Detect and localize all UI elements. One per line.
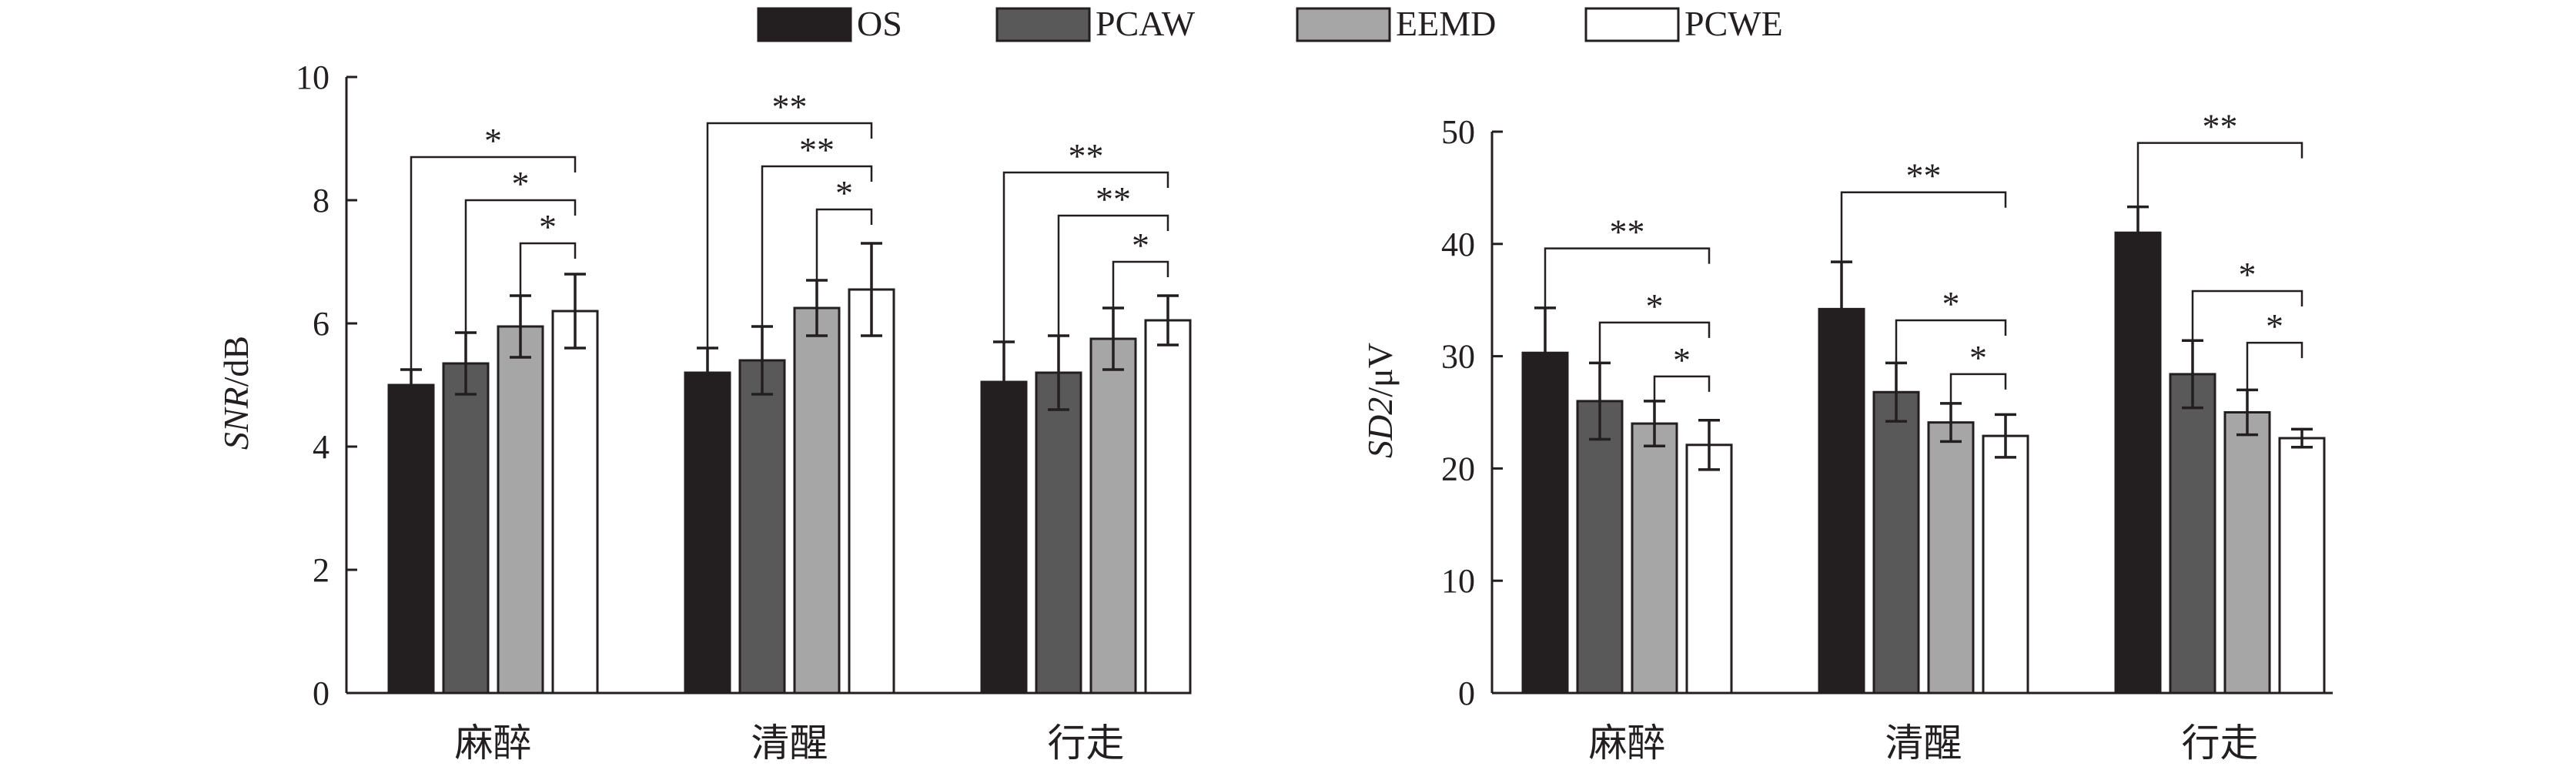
- y-axis-label-quantity: SD2: [1360, 397, 1400, 458]
- category-label: 行走: [2182, 721, 2259, 765]
- category-label: 行走: [1048, 721, 1125, 765]
- bar-pcwe: [848, 288, 895, 695]
- significance-label: **: [772, 87, 808, 126]
- y-tick-label: 40: [1441, 226, 1475, 263]
- significance-bracket: [464, 199, 577, 333]
- legend-swatch-eemd: [1296, 7, 1391, 42]
- y-tick-label: 0: [313, 675, 330, 712]
- significance-label: *: [512, 164, 530, 203]
- significance-label: *: [1132, 226, 1149, 265]
- bar-eemd: [497, 325, 544, 695]
- significance-bracket: [519, 242, 577, 296]
- significance-bracket: [1840, 191, 2007, 263]
- y-tick-label: 2: [313, 551, 330, 589]
- legend-swatch-os: [757, 7, 852, 42]
- bar-eemd: [2223, 411, 2271, 695]
- significance-label: **: [799, 130, 835, 169]
- significance-label: *: [1942, 284, 1960, 323]
- y-axis-label-unit: /μV: [1360, 343, 1400, 397]
- significance-label: **: [1610, 213, 1645, 252]
- y-tick-label: 4: [313, 428, 330, 466]
- bar-pcwe: [551, 310, 599, 695]
- significance-bracket: [2136, 142, 2303, 207]
- significance-bracket: [1949, 373, 2007, 403]
- significance-bracket: [1895, 319, 2007, 363]
- bar-os: [980, 380, 1028, 695]
- bar-pcaw: [738, 359, 786, 695]
- bar-pcwe: [1144, 319, 1192, 695]
- y-axis-label-quantity: SNR: [216, 387, 256, 450]
- category-label: 清醒: [751, 721, 828, 765]
- significance-bracket: [706, 122, 873, 348]
- significance-label: *: [1673, 340, 1691, 380]
- significance-bracket: [815, 208, 873, 280]
- significance-label: *: [484, 121, 502, 160]
- y-tick-label: 8: [313, 182, 330, 219]
- significance-bracket: [1653, 375, 1711, 401]
- significance-label: **: [1096, 179, 1131, 219]
- significance-bracket: [1057, 214, 1169, 336]
- legend-swatch-pcaw: [995, 7, 1091, 42]
- significance-label: **: [1906, 156, 1942, 196]
- bar-os: [387, 383, 435, 695]
- bar-os: [1818, 307, 1865, 695]
- legend: OS PCAW EEMD PCWE: [757, 4, 1783, 43]
- significance-bracket: [2191, 290, 2303, 341]
- legend-swatch-pcwe: [1584, 7, 1680, 42]
- y-tick-label: 30: [1441, 338, 1475, 376]
- significance-bracket: [1598, 321, 1711, 363]
- y-tick-label: 10: [1441, 562, 1475, 600]
- y-tick-label: 10: [296, 59, 330, 96]
- significance-label: *: [1969, 338, 1987, 377]
- y-tick-label: 20: [1441, 450, 1475, 487]
- significance-label: *: [2239, 255, 2257, 294]
- significance-label: **: [1069, 136, 1104, 176]
- legend-label-pcaw: PCAW: [1096, 4, 1196, 43]
- bar-eemd: [1631, 422, 1678, 695]
- bar-eemd: [1089, 337, 1137, 695]
- legend-label-pcwe: PCWE: [1684, 4, 1783, 43]
- bar-eemd: [793, 306, 841, 695]
- bar-pcaw: [1872, 390, 1920, 695]
- significance-label: *: [1646, 286, 1664, 326]
- y-axis-label: SD2/μV: [1360, 343, 1400, 458]
- significance-bracket: [761, 165, 873, 326]
- bar-pcwe: [2278, 437, 2326, 695]
- bar-pcaw: [1035, 371, 1082, 695]
- legend-label-os: OS: [857, 4, 902, 43]
- category-label: 麻醉: [455, 721, 532, 765]
- significance-bracket: [2246, 341, 2303, 390]
- bar-os: [2114, 231, 2162, 695]
- y-axis-label: SNR/dB: [216, 336, 256, 450]
- category-label: 清醒: [1885, 721, 1962, 765]
- significance-bracket: [1112, 260, 1169, 308]
- significance-bracket: [1002, 171, 1169, 342]
- bar-pcwe: [1982, 434, 2029, 695]
- bar-pcaw: [442, 362, 490, 695]
- y-axis-label-unit: /dB: [216, 336, 256, 387]
- y-tick-label: 6: [313, 305, 330, 343]
- legend-label-eemd: EEMD: [1396, 4, 1496, 43]
- bar-eemd: [1927, 421, 1975, 695]
- significance-label: **: [2203, 107, 2238, 146]
- bar-pcaw: [2169, 373, 2216, 695]
- significance-label: *: [2266, 306, 2283, 346]
- bar-pcwe: [1685, 444, 1733, 695]
- y-tick-label: 50: [1441, 113, 1475, 151]
- significance-bracket: [1544, 247, 1711, 308]
- category-label: 麻醉: [1589, 721, 1666, 765]
- significance-label: *: [835, 173, 853, 213]
- y-tick-label: 0: [1458, 675, 1475, 712]
- bar-os: [1521, 351, 1569, 695]
- bar-pcaw: [1576, 400, 1624, 695]
- bar-os: [684, 371, 731, 695]
- significance-bracket: [410, 156, 577, 370]
- significance-label: *: [539, 207, 557, 246]
